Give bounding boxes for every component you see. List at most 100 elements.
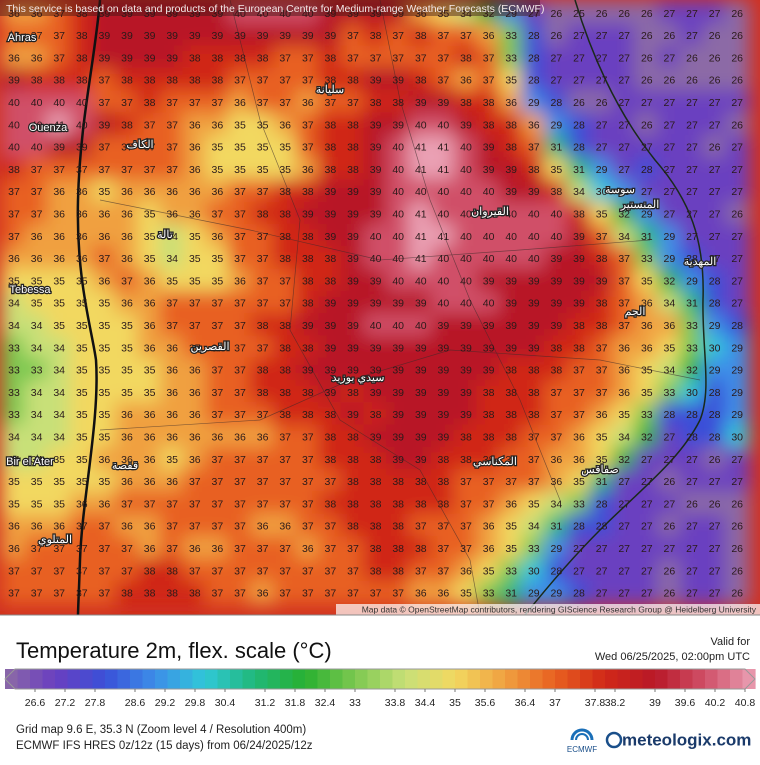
grid-value: 38 [392,565,404,577]
colorbar-segment [42,669,56,689]
grid-value: 39 [347,320,359,332]
grid-value: 40 [31,119,43,131]
grid-value: 35 [212,253,224,265]
heat-cell [159,23,185,48]
grid-value: 27 [664,52,676,64]
grid-value: 39 [144,30,156,42]
heat-cell [24,335,49,360]
heat-cell [634,0,660,26]
heat-cell [92,491,117,516]
heat-cell [24,223,49,249]
grid-value: 38 [347,119,359,131]
grid-value: 38 [325,75,337,87]
heat-cell [114,513,140,539]
heat-cell [453,223,479,249]
heat-cell [544,379,569,405]
heat-cell [363,246,388,271]
heat-cell [679,379,705,405]
heat-cell [657,558,682,583]
grid-value: 26 [664,476,676,488]
heat-cell [92,156,117,182]
colorbar-segment [167,669,181,689]
grid-value: 30 [709,342,721,354]
grid-value: 29 [731,365,743,377]
heat-cell [1,67,27,93]
grid-value: 40 [279,8,291,20]
heat-cell [498,23,524,48]
grid-value: 27 [731,186,743,198]
heat-cell [92,558,117,583]
grid-value: 33 [8,365,20,377]
heat-cell [363,268,388,293]
heat-cell [385,179,411,204]
heat-cell [227,446,253,472]
colorbar-label: 30.4 [215,697,236,709]
heat-cell [182,0,208,26]
heat-cell [408,580,434,605]
grid-value: 31 [551,521,563,533]
heat-cell [227,536,253,561]
heat-cell [182,134,208,159]
grid-value: 38 [392,521,404,533]
grid-value: 40 [392,208,404,220]
grid-value: 26 [596,97,608,109]
place-label: سليانة [316,84,345,96]
heat-cell [340,469,366,494]
grid-value: 38 [528,365,540,377]
grid-value: 37 [99,142,111,154]
place-label: Ahras [8,32,37,44]
heat-cell [657,223,682,249]
grid-value: 38 [596,298,608,310]
heat-cell [408,0,434,26]
grid-value: 37 [166,97,178,109]
heat-cell [566,491,592,516]
heat-cell [679,402,705,427]
grid-value: 40 [415,320,427,332]
heat-cell [385,580,411,605]
heat-cell [227,45,253,70]
grid-value: 27 [618,521,630,533]
heat-cell [92,290,117,316]
grid-value: 33 [573,498,585,510]
heat-cell [205,313,230,338]
grid-value: 37 [144,498,156,510]
heat-cell [679,580,705,605]
heat-cell [521,536,547,561]
heat-cell [476,0,501,26]
heat-cell [114,67,140,93]
grid-value: 35 [99,320,111,332]
grid-value: 35 [483,565,495,577]
grid-value: 29 [551,543,563,555]
heat-cell [724,45,750,70]
grid-value: 38 [8,164,20,176]
colorbar-segment [205,669,219,689]
heat-cell [544,580,569,605]
grid-value: 36 [53,186,65,198]
heat-cell [114,156,140,182]
heat-cell [589,446,614,472]
heat-cell [363,536,388,561]
heat-cell [498,379,524,405]
colorbar-segment [430,669,444,689]
grid-value: 35 [76,365,88,377]
heat-cell [476,156,501,182]
grid-value: 36 [212,231,224,243]
grid-value: 40 [438,298,450,310]
grid-value: 37 [144,119,156,131]
heat-cell [46,469,72,494]
heat-cell [634,246,660,271]
grid-value: 39 [189,30,201,42]
heat-cell [385,201,411,226]
grid-value: 37 [212,365,224,377]
grid-value: 39 [302,208,314,220]
heat-cell [69,469,95,494]
heat-cell [498,357,524,382]
heat-cell [92,112,117,137]
heat-cell [205,90,230,115]
grid-value: 35 [144,387,156,399]
heat-cell [1,23,27,48]
heat-cell [702,290,727,316]
grid-value: 38 [76,30,88,42]
grid-value: 35 [528,498,540,510]
heat-cell [611,313,637,338]
